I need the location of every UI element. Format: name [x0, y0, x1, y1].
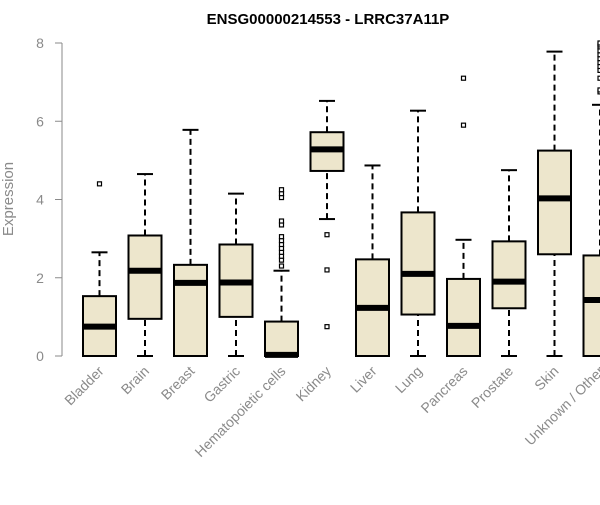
outlier-point — [462, 76, 466, 80]
box-pancreas — [447, 76, 480, 356]
outlier-point — [280, 219, 284, 223]
box-lung — [402, 111, 435, 356]
x-category-label: Hematopoietic cells — [191, 363, 288, 460]
x-category-label: Kidney — [293, 363, 335, 405]
outlier-point — [462, 123, 466, 127]
box-liver — [356, 165, 389, 356]
x-category-label: Unknown / Other — [522, 363, 600, 449]
y-axis-label: Expression — [0, 162, 17, 236]
x-category-label: Breast — [158, 363, 198, 403]
boxes-group — [83, 41, 600, 356]
y-tick-label: 8 — [36, 35, 44, 51]
x-category-label: Bladder — [61, 363, 107, 409]
x-category-label: Lung — [392, 363, 425, 396]
box-prostate — [493, 170, 526, 356]
outlier-point — [325, 233, 329, 237]
x-category-label: Liver — [347, 363, 380, 396]
y-tick-label: 6 — [36, 113, 44, 129]
outlier-point — [280, 264, 284, 268]
box-hematopoietic-cells — [265, 188, 298, 356]
box-iqr — [584, 255, 600, 356]
x-category-label: Brain — [118, 363, 152, 397]
box-iqr — [129, 235, 162, 318]
box-iqr — [265, 322, 298, 356]
outlier-point — [98, 182, 102, 186]
box-iqr — [174, 265, 207, 356]
box-iqr — [447, 279, 480, 356]
chart-title: ENSG00000214553 - LRRC37A11P — [207, 11, 450, 28]
x-category-label: Skin — [531, 363, 562, 394]
y-axis: 0 2 4 6 8 — [36, 35, 62, 364]
outlier-point — [280, 188, 284, 192]
y-tick-label: 0 — [36, 348, 44, 364]
box-skin — [538, 52, 571, 356]
box-iqr — [538, 151, 571, 255]
box-gastric — [220, 194, 253, 356]
box-iqr — [493, 241, 526, 308]
box-brain — [129, 174, 162, 356]
box-kidney — [311, 101, 344, 329]
outlier-point — [325, 268, 329, 272]
x-category-label: Gastric — [200, 363, 243, 406]
x-category-label: Prostate — [468, 363, 516, 411]
box-breast — [174, 130, 207, 356]
x-category-label: Pancreas — [417, 363, 470, 416]
box-unknown-other — [584, 41, 600, 356]
box-bladder — [83, 182, 116, 356]
outlier-point — [280, 235, 284, 239]
outlier-point — [325, 325, 329, 329]
y-tick-label: 2 — [36, 270, 44, 286]
y-tick-label: 4 — [36, 192, 44, 208]
box-iqr — [402, 212, 435, 314]
